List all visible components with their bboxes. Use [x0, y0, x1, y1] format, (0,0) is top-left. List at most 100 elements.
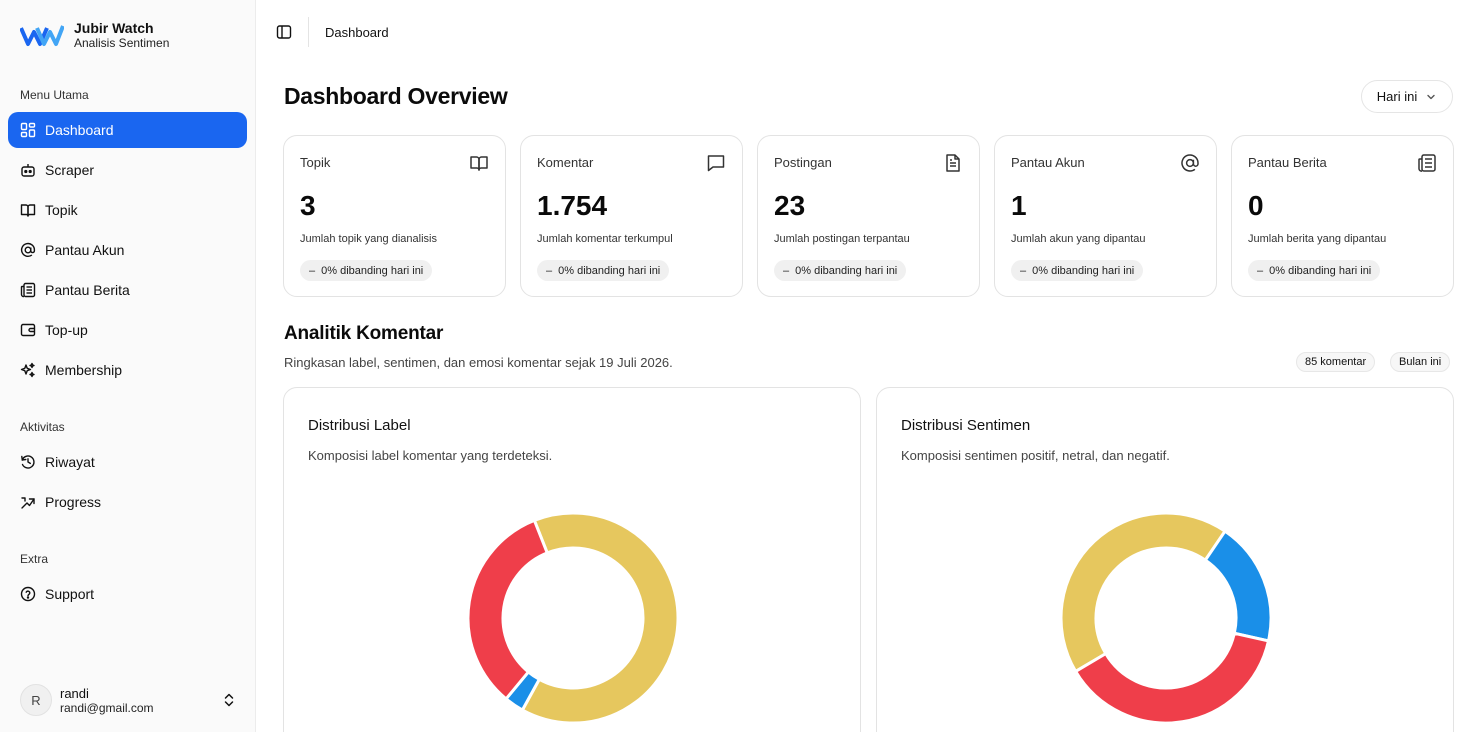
donut-slice[interactable]	[1073, 631, 1271, 725]
stat-label: Komentar	[537, 155, 594, 170]
stat-description: Jumlah topik yang dianalisis	[300, 233, 437, 245]
section-label-activity: Aktivitas	[20, 420, 65, 434]
stat-value: 3	[300, 190, 316, 221]
sidebar-item-label: Support	[45, 586, 95, 602]
trend-badge: –0% dibanding hari ini	[300, 260, 433, 281]
sidebar-item-scraper[interactable]: Scraper	[8, 152, 247, 188]
minus-icon: –	[309, 264, 316, 277]
stat-value: 23	[774, 190, 806, 221]
chart-subtitle: Komposisi label komentar yang terdeteksi…	[308, 448, 553, 463]
stat-label: Topik	[300, 155, 331, 170]
stat-label: Pantau Akun	[1011, 155, 1085, 170]
section-label-extra: Extra	[20, 552, 49, 566]
user-menu[interactable]: R randi randi@gmail.com	[20, 683, 242, 717]
robot-icon	[21, 164, 35, 177]
minus-icon: –	[1020, 264, 1027, 277]
trend-badge: –0% dibanding hari ini	[1011, 260, 1144, 281]
trend-badge-label: 0% dibanding hari ini	[321, 264, 424, 277]
stat-description: Jumlah komentar terkumpul	[537, 233, 673, 245]
sidebar-item-label: Pantau Berita	[45, 282, 130, 298]
sidebar-item-label: Dashboard	[45, 122, 114, 138]
trend-badge-label: 0% dibanding hari ini	[1269, 264, 1372, 277]
sidebar-toggle-icon[interactable]	[276, 24, 292, 40]
brand[interactable]: Jubir Watch Analisis Sentimen	[20, 20, 169, 50]
donut-chart-sentimen	[1059, 511, 1273, 725]
analytics-subtitle: Ringkasan label, sentimen, dan emosi kom…	[284, 355, 673, 370]
chevron-up-down-icon	[224, 693, 234, 707]
stat-value: 0	[1248, 190, 1264, 221]
donut-slice[interactable]	[466, 518, 550, 702]
sidebar-item-pantau-akun[interactable]: Pantau Akun	[8, 232, 247, 268]
trend-badge-label: 0% dibanding hari ini	[1032, 264, 1135, 277]
sidebar-item-label: Topik	[45, 202, 78, 218]
logo-icon	[20, 25, 64, 46]
chart-card-sentimen: Distribusi Sentimen Komposisi sentimen p…	[876, 387, 1454, 732]
stat-card-topik: Topik 3 Jumlah topik yang dianalisis –0%…	[283, 135, 506, 297]
progress-icon	[21, 497, 35, 509]
stat-value: 1.754	[537, 190, 608, 221]
trend-badge: –0% dibanding hari ini	[774, 260, 907, 281]
divider	[308, 17, 309, 47]
comment-count-badge: 85 komentar	[1296, 352, 1376, 372]
stat-card-komentar: Komentar 1.754 Jumlah komentar terkumpul…	[520, 135, 743, 297]
stat-label: Postingan	[774, 155, 832, 170]
date-range-select[interactable]: Hari ini	[1361, 80, 1453, 113]
chart-title: Distribusi Sentimen	[901, 417, 1031, 434]
stat-description: Jumlah berita yang dipantau	[1248, 233, 1387, 245]
stat-card-pantau-berita: Pantau Berita 0 Jumlah berita yang dipan…	[1231, 135, 1454, 297]
sidebar-item-dashboard[interactable]: Dashboard	[8, 112, 247, 148]
minus-icon: –	[1257, 264, 1264, 277]
page-title: Dashboard Overview	[284, 83, 508, 109]
stat-label: Pantau Berita	[1248, 155, 1327, 170]
user-email: randi@gmail.com	[60, 700, 154, 715]
sidebar-item-pantau-berita[interactable]: Pantau Berita	[8, 272, 247, 308]
sidebar-item-topik[interactable]: Topik	[8, 192, 247, 228]
sidebar-item-top-up[interactable]: Top-up	[8, 312, 247, 348]
sidebar-item-progress[interactable]: Progress	[8, 484, 247, 520]
chart-title: Distribusi Label	[308, 417, 411, 434]
newspaper-icon	[20, 282, 36, 298]
trend-badge: –0% dibanding hari ini	[1248, 260, 1381, 281]
avatar: R	[20, 684, 52, 716]
breadcrumb[interactable]: Dashboard	[325, 25, 389, 40]
minus-icon: –	[783, 264, 790, 277]
file-text-icon	[946, 154, 960, 172]
section-label-main: Menu Utama	[20, 88, 89, 102]
brand-name: Jubir Watch	[74, 20, 154, 36]
stat-description: Jumlah akun yang dipantau	[1011, 233, 1146, 245]
at-sign-icon	[1181, 154, 1199, 172]
donut-slice[interactable]	[1059, 511, 1228, 674]
help-circle-icon	[20, 586, 36, 602]
at-sign-icon	[20, 242, 36, 258]
donut-slice[interactable]	[1203, 529, 1273, 643]
period-badge: Bulan ini	[1390, 352, 1451, 372]
stat-description: Jumlah postingan terpantau	[774, 233, 910, 245]
stat-card-pantau-akun: Pantau Akun 1 Jumlah akun yang dipantau …	[994, 135, 1217, 297]
chevron-down-icon	[1427, 94, 1435, 99]
dashboard-icon	[20, 122, 36, 138]
sidebar-item-membership[interactable]: Membership	[8, 352, 247, 388]
sidebar-item-label: Riwayat	[45, 454, 95, 470]
history-icon	[21, 455, 35, 469]
stat-card-postingan: Postingan 23 Jumlah postingan terpantau …	[757, 135, 980, 297]
sidebar-item-label: Progress	[45, 494, 102, 510]
donut-slice[interactable]	[520, 511, 680, 725]
sidebar-item-support[interactable]: Support	[8, 576, 247, 612]
sidebar-item-riwayat[interactable]: Riwayat	[8, 444, 247, 480]
topbar: Dashboard	[256, 0, 1482, 64]
book-icon	[470, 156, 488, 171]
date-range-label: Hari ini	[1376, 89, 1418, 104]
brand-subtitle: Analisis Sentimen	[74, 36, 170, 50]
trend-badge-label: 0% dibanding hari ini	[558, 264, 661, 277]
newspaper-icon	[1418, 154, 1436, 172]
sidebar-item-label: Scraper	[45, 162, 95, 178]
sidebar-item-label: Pantau Akun	[45, 242, 125, 258]
chart-subtitle: Komposisi sentimen positif, netral, dan …	[901, 448, 1170, 463]
trend-badge: –0% dibanding hari ini	[537, 260, 670, 281]
chart-card-label: Distribusi Label Komposisi label komenta…	[283, 387, 861, 732]
sparkles-icon	[20, 362, 35, 378]
wallet-icon	[20, 323, 36, 337]
sidebar-item-label: Membership	[45, 362, 123, 378]
analytics-title: Analitik Komentar	[284, 323, 444, 344]
user-name: randi	[60, 685, 89, 701]
